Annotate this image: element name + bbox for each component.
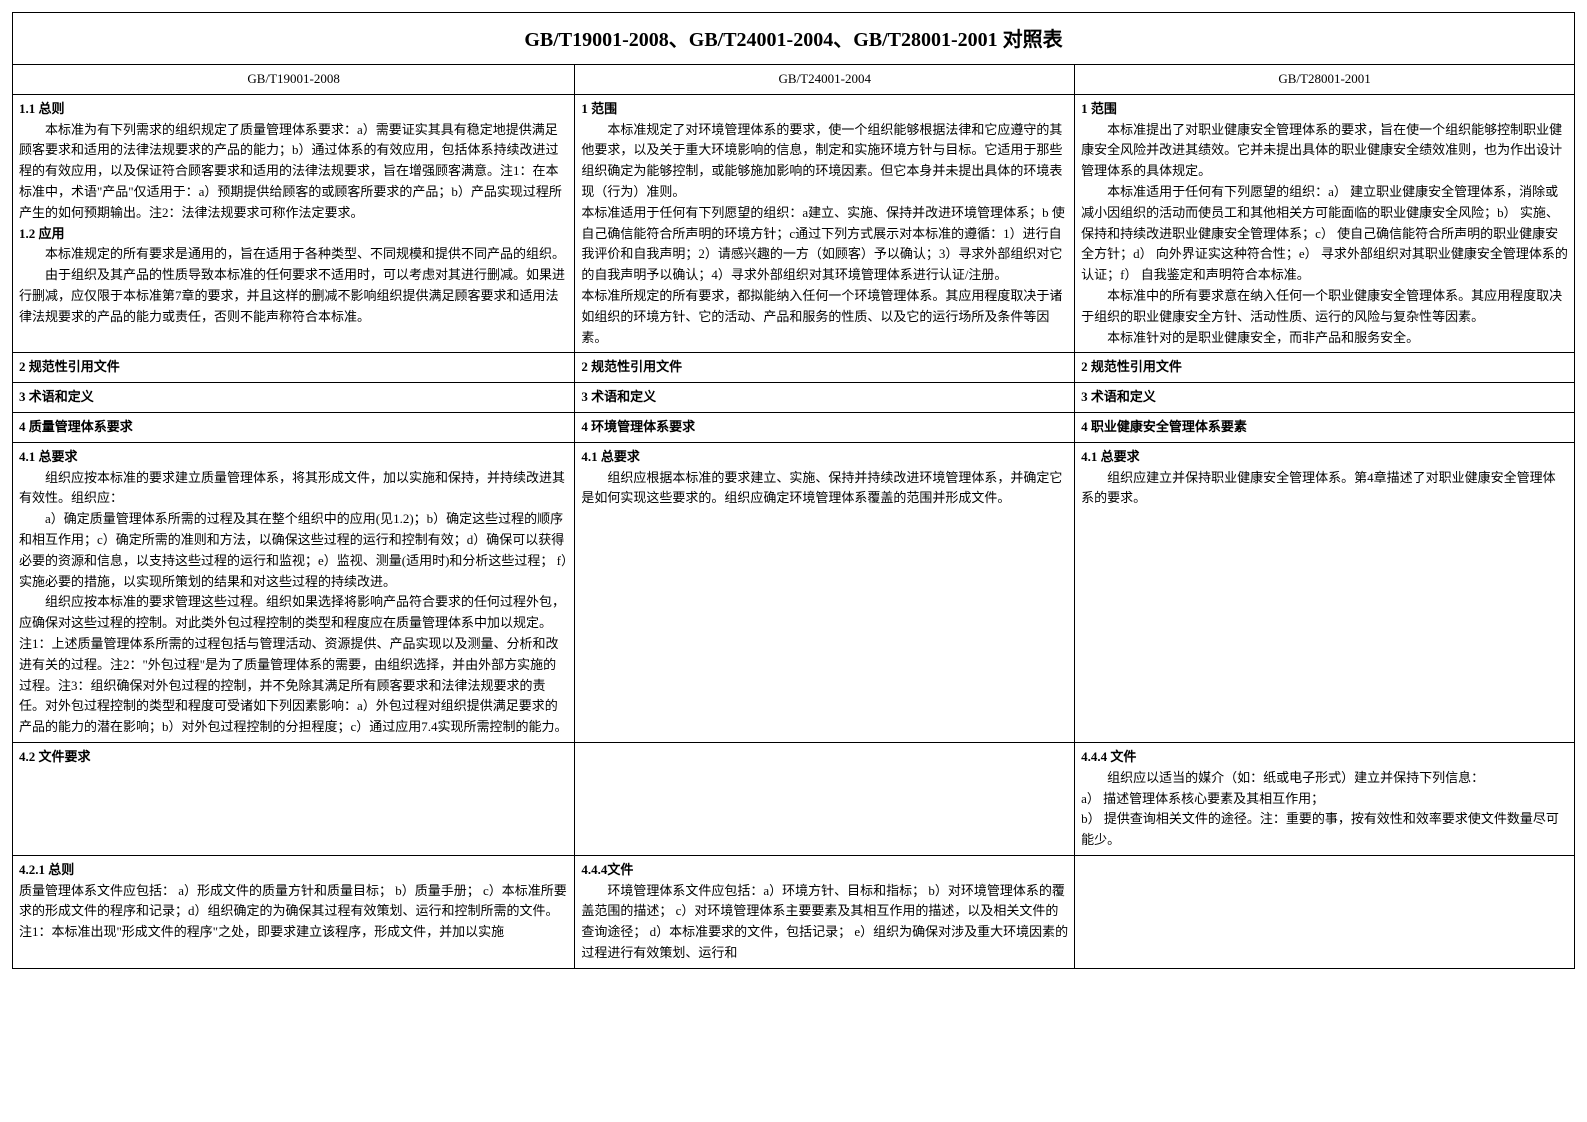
para: 本标准针对的是职业健康安全，而非产品和服务安全。 (1081, 328, 1568, 349)
row-system-req: 4 质量管理体系要求 4 环境管理体系要求 4 职业健康安全管理体系要素 (13, 412, 1575, 442)
heading: 1.1 总则 (19, 99, 568, 120)
header-col2: GB/T24001-2004 (575, 65, 1075, 95)
row-scope: 1.1 总则 本标准为有下列需求的组织规定了质量管理体系要求：a）需要证实其具有… (13, 94, 1575, 353)
cell-docgen-c3 (1075, 855, 1575, 968)
para: a）确定质量管理体系所需的过程及其在整个组织中的应用(见1.2)；b）确定这些过… (19, 509, 568, 592)
comparison-table: GB/T19001-2008 GB/T24001-2004 GB/T28001-… (12, 64, 1575, 969)
heading: 4.2.1 总则 (19, 860, 568, 881)
heading: 4.4.4 文件 (1081, 747, 1568, 768)
heading: 1 范围 (1081, 99, 1568, 120)
para: 质量管理体系文件应包括： a）形成文件的质量方针和质量目标； b）质量手册； c… (19, 881, 568, 923)
cell: 4 环境管理体系要求 (575, 412, 1075, 442)
heading: 4.4.4文件 (581, 860, 1068, 881)
para: 组织应以适当的媒介（如：纸或电子形式）建立并保持下列信息： (1081, 768, 1568, 789)
header-col3: GB/T28001-2001 (1075, 65, 1575, 95)
row-doc-req: 4.2 文件要求 4.4.4 文件 组织应以适当的媒介（如：纸或电子形式）建立并… (13, 742, 1575, 855)
header-row: GB/T19001-2008 GB/T24001-2004 GB/T28001-… (13, 65, 1575, 95)
cell: 2 规范性引用文件 (1075, 353, 1575, 383)
header-col1: GB/T19001-2008 (13, 65, 575, 95)
para: 注1：上述质量管理体系所需的过程包括与管理活动、资源提供、产品实现以及测量、分析… (19, 634, 568, 738)
heading: 4.1 总要求 (581, 447, 1068, 468)
para: 组织应按本标准的要求管理这些过程。组织如果选择将影响产品符合要求的任何过程外包，… (19, 592, 568, 634)
para: 本标准所规定的所有要求，都拟能纳入任何一个环境管理体系。其应用程度取决于诸如组织… (581, 286, 1068, 348)
heading: 1 范围 (581, 99, 1068, 120)
para: 本标准中的所有要求意在纳入任何一个职业健康安全管理体系。其应用程度取决于组织的职… (1081, 286, 1568, 328)
cell-scope-c3: 1 范围 本标准提出了对职业健康安全管理体系的要求，旨在使一个组织能够控制职业健… (1075, 94, 1575, 353)
para: b） 提供查询相关文件的途径。注：重要的事，按有效性和效率要求使文件数量尽可能少… (1081, 809, 1568, 851)
heading: 4.1 总要求 (19, 447, 568, 468)
para: 注1：本标准出现"形成文件的程序"之处，即要求建立该程序，形成文件，并加以实施 (19, 922, 568, 943)
cell: 2 规范性引用文件 (13, 353, 575, 383)
heading: 1.2 应用 (19, 224, 568, 245)
document-title: GB/T19001-2008、GB/T24001-2004、GB/T28001-… (12, 12, 1575, 64)
row-normative: 2 规范性引用文件 2 规范性引用文件 2 规范性引用文件 (13, 353, 1575, 383)
cell-docreq-c3: 4.4.4 文件 组织应以适当的媒介（如：纸或电子形式）建立并保持下列信息： a… (1075, 742, 1575, 855)
para: 本标准规定的所有要求是通用的，旨在适用于各种类型、不同规模和提供不同产品的组织。 (19, 244, 568, 265)
para: 本标准适用于任何有下列愿望的组织：a） 建立职业健康安全管理体系，消除或减小因组… (1081, 182, 1568, 286)
cell: 3 术语和定义 (575, 383, 1075, 413)
para: 本标准适用于任何有下列愿望的组织：a建立、实施、保持并改进环境管理体系；b 使自… (581, 203, 1068, 286)
cell-docreq-c1: 4.2 文件要求 (13, 742, 575, 855)
para: 本标准规定了对环境管理体系的要求，使一个组织能够根据法律和它应遵守的其他要求，以… (581, 120, 1068, 203)
cell: 4 质量管理体系要求 (13, 412, 575, 442)
para: 组织应建立并保持职业健康安全管理体系。第4章描述了对职业健康安全管理体系的要求。 (1081, 468, 1568, 510)
cell: 2 规范性引用文件 (575, 353, 1075, 383)
cell: 3 术语和定义 (1075, 383, 1575, 413)
para: 本标准提出了对职业健康安全管理体系的要求，旨在使一个组织能够控制职业健康安全风险… (1081, 120, 1568, 182)
para: 组织应按本标准的要求建立质量管理体系，将其形成文件，加以实施和保持，并持续改进其… (19, 468, 568, 510)
heading: 4.2 文件要求 (19, 747, 568, 768)
para: 本标准为有下列需求的组织规定了质量管理体系要求：a）需要证实其具有稳定地提供满足… (19, 120, 568, 224)
row-doc-general: 4.2.1 总则 质量管理体系文件应包括： a）形成文件的质量方针和质量目标； … (13, 855, 1575, 968)
cell-scope-c2: 1 范围 本标准规定了对环境管理体系的要求，使一个组织能够根据法律和它应遵守的其… (575, 94, 1075, 353)
para: 由于组织及其产品的性质导致本标准的任何要求不适用时，可以考虑对其进行删减。如果进… (19, 265, 568, 327)
para: 环境管理体系文件应包括：a）环境方针、目标和指标； b）对环境管理体系的覆盖范围… (581, 881, 1068, 964)
cell-docgen-c2: 4.4.4文件 环境管理体系文件应包括：a）环境方针、目标和指标； b）对环境管… (575, 855, 1075, 968)
cell-docgen-c1: 4.2.1 总则 质量管理体系文件应包括： a）形成文件的质量方针和质量目标； … (13, 855, 575, 968)
heading: 4.1 总要求 (1081, 447, 1568, 468)
cell-genreq-c2: 4.1 总要求 组织应根据本标准的要求建立、实施、保持并持续改进环境管理体系，并… (575, 442, 1075, 742)
row-general-req: 4.1 总要求 组织应按本标准的要求建立质量管理体系，将其形成文件，加以实施和保… (13, 442, 1575, 742)
para: 组织应根据本标准的要求建立、实施、保持并持续改进环境管理体系，并确定它是如何实现… (581, 468, 1068, 510)
cell-genreq-c3: 4.1 总要求 组织应建立并保持职业健康安全管理体系。第4章描述了对职业健康安全… (1075, 442, 1575, 742)
cell-docreq-c2 (575, 742, 1075, 855)
row-terms: 3 术语和定义 3 术语和定义 3 术语和定义 (13, 383, 1575, 413)
para: a） 描述管理体系核心要素及其相互作用； (1081, 789, 1568, 810)
cell-scope-c1: 1.1 总则 本标准为有下列需求的组织规定了质量管理体系要求：a）需要证实其具有… (13, 94, 575, 353)
cell: 4 职业健康安全管理体系要素 (1075, 412, 1575, 442)
cell: 3 术语和定义 (13, 383, 575, 413)
cell-genreq-c1: 4.1 总要求 组织应按本标准的要求建立质量管理体系，将其形成文件，加以实施和保… (13, 442, 575, 742)
